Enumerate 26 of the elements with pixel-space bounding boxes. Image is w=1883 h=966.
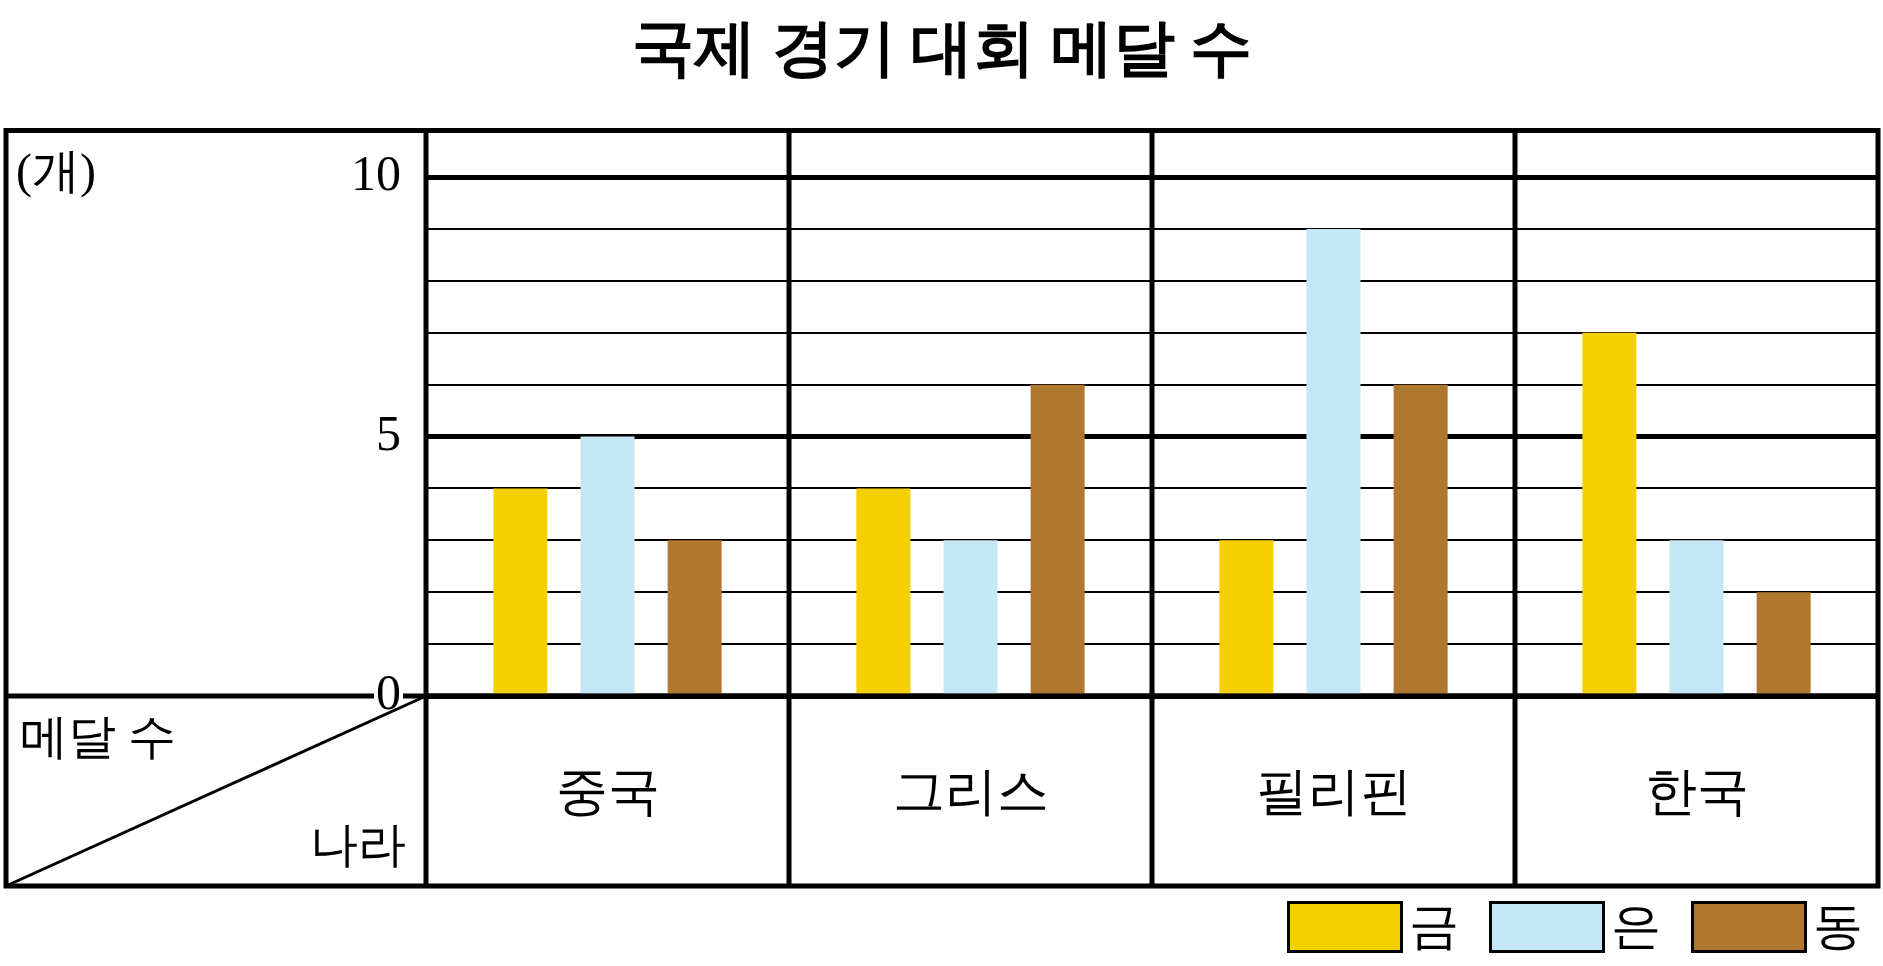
y-tick-label: 5: [376, 404, 401, 461]
bar: [856, 488, 911, 694]
bar: [1582, 332, 1637, 694]
legend-label: 금: [1409, 897, 1459, 956]
bar: [580, 436, 635, 694]
chart-title: 국제 경기 대회 메달 수: [632, 14, 1252, 83]
text: (개): [16, 144, 96, 199]
bar: [1393, 384, 1448, 694]
y-tick-label: 10: [351, 145, 401, 202]
bar: [1030, 384, 1085, 694]
bar: [667, 540, 722, 694]
text: 메달 수: [20, 709, 176, 763]
x-tick-label: 그리스: [892, 762, 1049, 820]
bar: [493, 488, 548, 694]
x-tick-label: 중국: [555, 762, 660, 820]
legend-label: 은: [1611, 897, 1661, 956]
legend-label: 동: [1813, 897, 1863, 956]
x-tick-label: 필리핀: [1255, 762, 1412, 820]
bar: [943, 540, 998, 694]
bar: [1669, 540, 1724, 694]
y-tick-label: 0: [376, 664, 401, 721]
x-tick-label: 한국: [1644, 762, 1749, 820]
bar: [1306, 228, 1361, 694]
x-axis-title: 나라: [310, 817, 406, 871]
bar: [1219, 540, 1274, 694]
bar: [1756, 592, 1811, 694]
